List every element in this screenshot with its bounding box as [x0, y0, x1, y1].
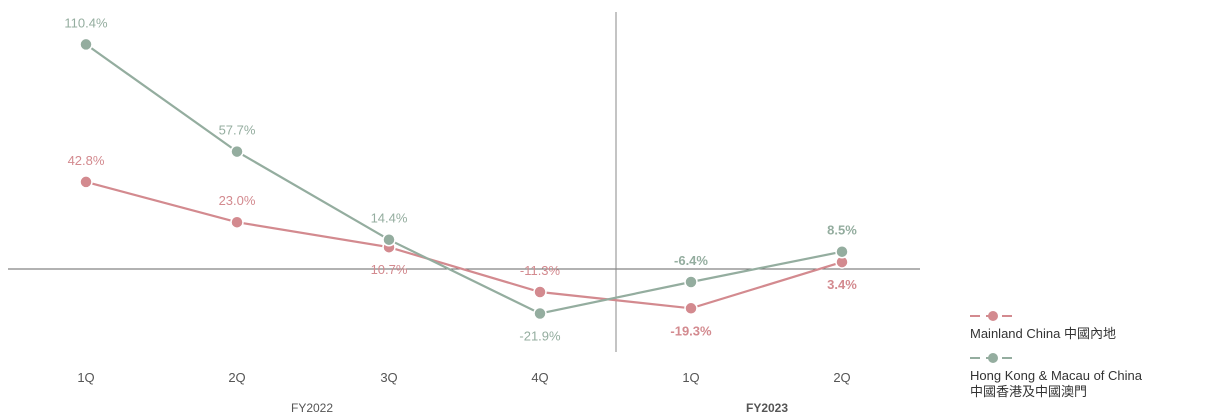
data-point-mainland-5: [684, 301, 698, 316]
x-tick-label-4: 4Q: [531, 370, 548, 385]
data-point-mainland-2: [230, 215, 244, 229]
data-label-mainland-4: -11.3%: [520, 263, 561, 278]
data-label-mainland-5: -19.3%: [670, 323, 712, 338]
legend-swatch-hk: [970, 353, 1016, 363]
data-point-hk-6: [835, 244, 849, 259]
legend-swatch-mainland: [970, 311, 1016, 321]
line-chart: 42.8% 23.0% 10.7% -11.3% -19.3% 3.4% 110.4% 57.…: [8, 12, 920, 415]
data-label-mainland-1: 42.8%: [68, 153, 105, 168]
fiscal-year-label-2: FY2023: [746, 401, 788, 415]
legend-hk: Hong Kong & Macau of China 中國香港及中國澳門: [970, 352, 1142, 400]
legend: Mainland China 中國內地: [970, 310, 1116, 342]
fiscal-year-label-1: FY2022: [291, 401, 333, 415]
data-label-hk-4: -21.9%: [519, 329, 561, 344]
data-label-mainland-6: 3.4%: [827, 277, 857, 292]
legend-label-mainland: Mainland China 中國內地: [970, 326, 1116, 341]
data-label-hk-1: 110.4%: [64, 15, 108, 30]
series-line-hk: [85, 43, 843, 315]
x-tick-label-2: 2Q: [228, 370, 245, 385]
data-point-hk-1: [79, 37, 93, 52]
data-point-mainland-4: [533, 285, 547, 299]
data-label-hk-6: 8.5%: [827, 223, 857, 238]
legend-label-hk-line1: Hong Kong & Macau of China: [970, 368, 1142, 383]
data-label-hk-2: 57.7%: [219, 123, 256, 138]
x-tick-label-1: 1Q: [77, 370, 94, 385]
data-label-mainland-2: 23.0%: [219, 193, 256, 208]
data-label-mainland-3: 10.7%: [371, 262, 408, 277]
data-label-hk-3: 14.4%: [371, 211, 408, 226]
x-tick-label-3: 3Q: [380, 370, 397, 385]
data-point-hk-3: [382, 232, 396, 247]
series-line-mainland: [85, 180, 843, 310]
legend-label-hk-line2: 中國香港及中國澳門: [970, 384, 1088, 399]
data-point-mainland-1: [79, 175, 93, 189]
data-point-hk-5: [684, 275, 698, 289]
data-point-hk-4: [533, 306, 547, 321]
x-tick-label-6: 2Q: [833, 370, 850, 385]
x-tick-label-5: 1Q: [682, 370, 699, 385]
data-label-hk-5: -6.4%: [674, 253, 708, 268]
data-point-hk-2: [230, 144, 244, 159]
